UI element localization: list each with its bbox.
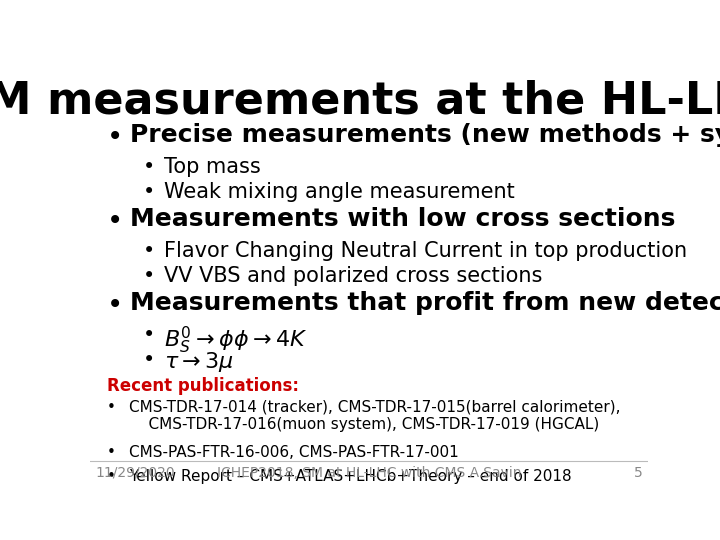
Text: Measurements with low cross sections: Measurements with low cross sections: [130, 207, 675, 231]
Text: VV VBS and polarized cross sections: VV VBS and polarized cross sections: [164, 266, 543, 286]
Text: •: •: [107, 469, 116, 484]
Text: •: •: [143, 350, 156, 370]
Text: CMS-PAS-FTR-16-006, CMS-PAS-FTR-17-001: CMS-PAS-FTR-16-006, CMS-PAS-FTR-17-001: [129, 445, 459, 460]
Text: Precise measurements (new methods + syst + stat): Precise measurements (new methods + syst…: [130, 123, 720, 147]
Text: •: •: [107, 400, 116, 415]
Text: Flavor Changing Neutral Current in top production: Flavor Changing Neutral Current in top p…: [164, 241, 688, 261]
Text: ICHEP2018, SM at HL-LHC with CMS A.Savin: ICHEP2018, SM at HL-LHC with CMS A.Savin: [217, 465, 521, 480]
Text: Top mass: Top mass: [164, 157, 261, 177]
Text: 11/29/2020: 11/29/2020: [96, 465, 175, 480]
Text: $B_S^0 \rightarrow \phi\phi \rightarrow 4K$: $B_S^0 \rightarrow \phi\phi \rightarrow …: [164, 325, 307, 356]
Text: •: •: [107, 207, 123, 235]
Text: CMS-TDR-17-014 (tracker), CMS-TDR-17-015(barrel calorimeter),
    CMS-TDR-17-016: CMS-TDR-17-014 (tracker), CMS-TDR-17-015…: [129, 400, 621, 433]
Text: •: •: [143, 241, 156, 261]
Text: •: •: [107, 445, 116, 460]
Text: Weak mixing angle measurement: Weak mixing angle measurement: [164, 182, 515, 202]
Text: Recent publications:: Recent publications:: [107, 377, 299, 395]
Text: •: •: [107, 123, 123, 151]
Text: $\tau \rightarrow 3\mu$: $\tau \rightarrow 3\mu$: [164, 350, 234, 374]
Text: •: •: [143, 157, 156, 177]
Text: •: •: [143, 182, 156, 202]
Text: Yellow Report – CMS+ATLAS+LHCb+Theory – end of 2018: Yellow Report – CMS+ATLAS+LHCb+Theory – …: [129, 469, 572, 484]
Text: 5: 5: [634, 465, 642, 480]
Text: •: •: [107, 291, 123, 319]
Text: •: •: [143, 325, 156, 345]
Text: SM measurements at the HL-LHC: SM measurements at the HL-LHC: [0, 79, 720, 123]
Text: Measurements that profit from new detector: Measurements that profit from new detect…: [130, 291, 720, 315]
Text: •: •: [143, 266, 156, 286]
